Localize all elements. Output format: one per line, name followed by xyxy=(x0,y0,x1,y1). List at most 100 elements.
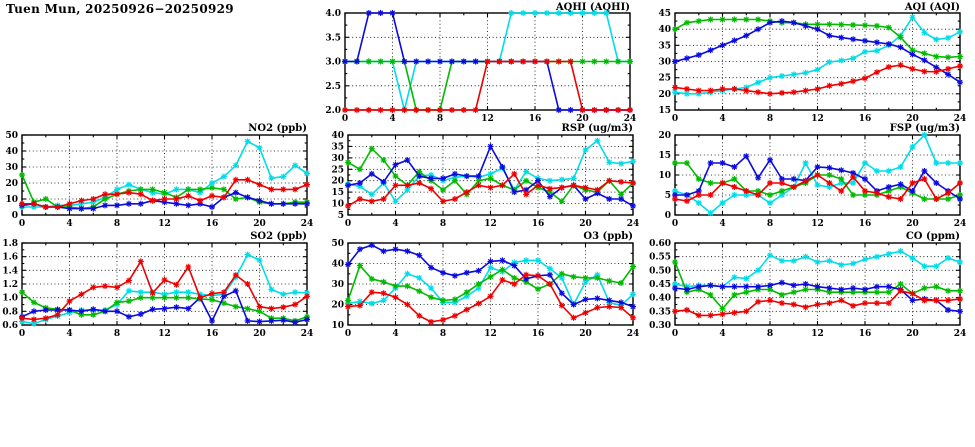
svg-text:1.2: 1.2 xyxy=(2,280,18,290)
svg-text:8: 8 xyxy=(440,219,446,229)
svg-text:45: 45 xyxy=(658,9,671,19)
svg-text:4.0: 4.0 xyxy=(325,9,341,19)
svg-text:30: 30 xyxy=(331,280,344,290)
svg-text:20: 20 xyxy=(906,114,919,124)
svg-text:0: 0 xyxy=(345,219,351,229)
fsp-plot-area: 0 5 10 15 20 0 4 8 12 16 20 24 xyxy=(658,131,966,229)
series-red xyxy=(672,172,963,204)
svg-text:30: 30 xyxy=(658,58,671,68)
svg-text:25: 25 xyxy=(658,74,671,84)
svg-text:20: 20 xyxy=(579,329,592,339)
o3-plot-area: 10 20 30 40 50 0 4 8 12 16 20 24 xyxy=(331,239,639,339)
svg-text:40: 40 xyxy=(658,25,671,35)
svg-text:0.45: 0.45 xyxy=(649,280,671,290)
svg-text:0.35: 0.35 xyxy=(649,307,671,317)
svg-text:3.5: 3.5 xyxy=(325,33,341,43)
chart-fsp: 0 5 10 15 20 0 4 8 12 16 20 24 FSP (ug/m3) xyxy=(658,123,966,229)
svg-text:15: 15 xyxy=(658,106,671,116)
svg-text:0: 0 xyxy=(342,114,348,124)
svg-text:30: 30 xyxy=(331,154,344,164)
svg-text:0.6: 0.6 xyxy=(2,321,18,331)
svg-text:10: 10 xyxy=(5,195,18,205)
aqhi-chart-title: AQHI (AQHI) xyxy=(555,2,630,13)
svg-text:4: 4 xyxy=(392,219,398,229)
co-plot-area: 0.30 0.35 0.40 0.45 0.50 0.55 0.60 0 4 8 12 16 20 24 xyxy=(649,239,966,339)
svg-text:16: 16 xyxy=(859,114,872,124)
no2-plot-area: 0 10 20 30 40 50 0 4 8 12 16 20 24 xyxy=(5,131,313,229)
svg-text:12: 12 xyxy=(158,219,171,229)
svg-text:12: 12 xyxy=(811,219,824,229)
svg-text:24: 24 xyxy=(954,329,967,339)
svg-text:8: 8 xyxy=(437,114,443,124)
svg-text:20: 20 xyxy=(658,131,671,141)
chart-aqhi: 2.0 2.5 3.0 3.5 4.0 0 4 8 12 16 20 24 AQHI (AQHI) xyxy=(325,2,636,124)
co-chart-title: CO (ppm) xyxy=(906,231,960,242)
svg-text:40: 40 xyxy=(331,260,344,270)
svg-text:10: 10 xyxy=(331,321,344,331)
svg-text:4: 4 xyxy=(66,329,72,339)
svg-text:0: 0 xyxy=(672,114,678,124)
svg-text:8: 8 xyxy=(114,329,120,339)
svg-text:8: 8 xyxy=(440,329,446,339)
svg-text:4: 4 xyxy=(66,219,72,229)
chart-o3: 10 20 30 40 50 0 4 8 12 16 20 24 O3 (ppb) xyxy=(331,231,639,339)
svg-text:8: 8 xyxy=(114,219,120,229)
fsp-chart-title: FSP (ug/m3) xyxy=(890,123,960,134)
so2-plot-area: 0.6 0.8 1.0 1.2 1.4 1.6 1.8 0 4 8 12 16 20 24 xyxy=(2,239,313,339)
svg-text:0: 0 xyxy=(665,211,671,221)
svg-text:5: 5 xyxy=(338,211,344,221)
chart-no2: 0 10 20 30 40 50 0 4 8 12 16 20 24 NO2 (ppb) xyxy=(5,123,313,229)
svg-text:16: 16 xyxy=(859,329,872,339)
svg-text:8: 8 xyxy=(767,114,773,124)
svg-text:12: 12 xyxy=(811,114,824,124)
series-blue xyxy=(672,18,963,86)
o3-chart-title: O3 (ppb) xyxy=(583,231,633,242)
svg-text:4: 4 xyxy=(719,219,725,229)
svg-text:24: 24 xyxy=(301,329,314,339)
svg-text:12: 12 xyxy=(481,114,494,124)
svg-text:15: 15 xyxy=(658,151,671,161)
so2-chart-title: SO2 (ppb) xyxy=(250,231,307,242)
svg-text:16: 16 xyxy=(859,219,872,229)
svg-text:12: 12 xyxy=(811,329,824,339)
svg-text:1.8: 1.8 xyxy=(2,239,18,249)
series-red xyxy=(672,62,963,97)
svg-text:8: 8 xyxy=(767,219,773,229)
svg-text:4: 4 xyxy=(719,329,725,339)
svg-text:40: 40 xyxy=(331,131,344,141)
svg-text:50: 50 xyxy=(331,239,344,249)
chart-co: 0.300.350.400.450.500.550.600 4 8 12 16 20 24 … xyxy=(649,231,966,339)
svg-text:1.6: 1.6 xyxy=(2,253,18,263)
svg-text:16: 16 xyxy=(532,219,545,229)
no2-chart-title: NO2 (ppb) xyxy=(248,123,307,134)
svg-text:0.55: 0.55 xyxy=(649,253,671,263)
svg-text:4: 4 xyxy=(389,114,395,124)
svg-text:0.8: 0.8 xyxy=(2,307,18,317)
svg-text:0: 0 xyxy=(345,329,351,339)
svg-text:24: 24 xyxy=(627,219,640,229)
svg-text:10: 10 xyxy=(658,171,671,181)
svg-text:50: 50 xyxy=(5,131,18,141)
svg-text:0: 0 xyxy=(19,329,25,339)
svg-text:20: 20 xyxy=(906,329,919,339)
svg-text:20: 20 xyxy=(253,219,266,229)
svg-text:20: 20 xyxy=(658,90,671,100)
svg-text:24: 24 xyxy=(624,114,637,124)
series-red xyxy=(19,258,310,323)
aqi-plot-area: 15 20 25 30 35 40 45 0 4 8 12 16 20 24 xyxy=(658,9,966,124)
svg-text:20: 20 xyxy=(331,177,344,187)
svg-text:20: 20 xyxy=(576,114,589,124)
svg-text:20: 20 xyxy=(5,179,18,189)
svg-text:24: 24 xyxy=(954,219,967,229)
svg-text:35: 35 xyxy=(658,41,671,51)
svg-text:15: 15 xyxy=(331,188,344,198)
svg-text:2.5: 2.5 xyxy=(325,82,341,92)
svg-text:12: 12 xyxy=(484,219,497,229)
svg-text:24: 24 xyxy=(954,114,967,124)
svg-text:20: 20 xyxy=(331,301,344,311)
svg-text:8: 8 xyxy=(767,329,773,339)
svg-text:30: 30 xyxy=(5,163,18,173)
svg-text:16: 16 xyxy=(206,219,219,229)
